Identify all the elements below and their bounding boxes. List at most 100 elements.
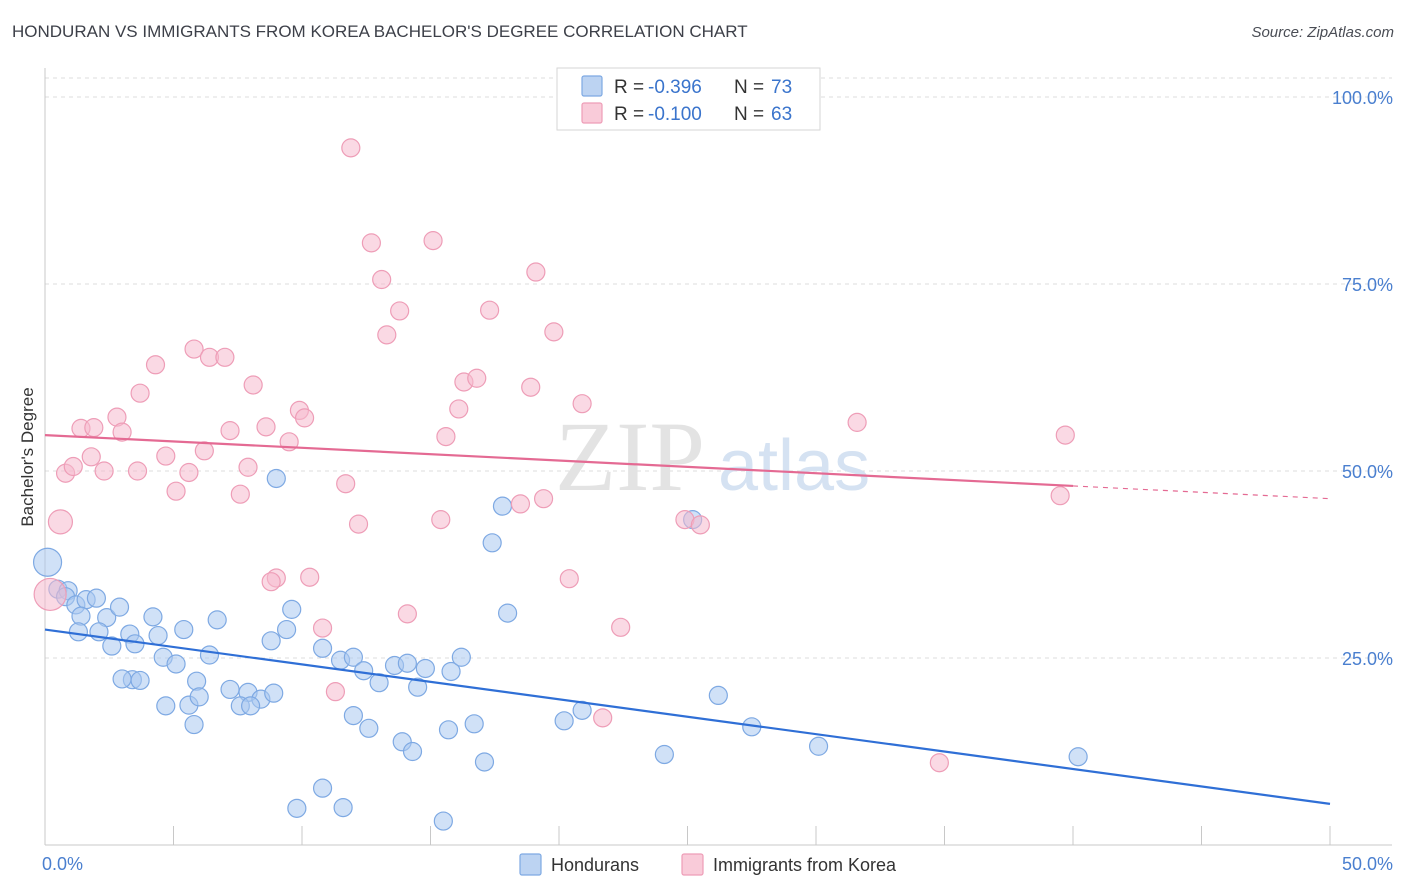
data-point bbox=[282, 599, 302, 619]
axes bbox=[44, 68, 1392, 846]
data-point bbox=[264, 683, 284, 703]
data-point bbox=[449, 399, 469, 419]
data-point bbox=[143, 607, 163, 627]
data-point bbox=[451, 647, 471, 667]
data-point bbox=[438, 720, 459, 740]
data-point bbox=[348, 514, 369, 534]
data-point bbox=[207, 610, 227, 630]
data-point bbox=[243, 375, 263, 395]
data-point bbox=[94, 461, 114, 481]
data-point bbox=[847, 412, 867, 432]
data-point bbox=[127, 461, 148, 481]
data-point bbox=[294, 408, 315, 428]
data-point bbox=[474, 752, 495, 772]
data-point bbox=[336, 474, 356, 494]
data-point bbox=[238, 457, 258, 477]
data-point bbox=[408, 677, 428, 697]
data-point bbox=[572, 394, 592, 414]
x-tick-label-min: 0.0% bbox=[42, 854, 83, 874]
data-point bbox=[156, 446, 176, 466]
legend-series: Hondurans Immigrants from Korea bbox=[519, 853, 897, 876]
trend-line-hondurans bbox=[44, 628, 1331, 805]
data-point bbox=[415, 658, 435, 679]
data-point bbox=[109, 597, 130, 617]
data-point bbox=[521, 377, 541, 397]
data-point bbox=[492, 496, 513, 516]
data-point bbox=[354, 661, 374, 681]
data-point bbox=[300, 567, 320, 587]
data-point bbox=[526, 262, 546, 282]
watermark: ZIP atlas bbox=[555, 401, 870, 512]
data-point bbox=[199, 645, 220, 665]
data-point bbox=[148, 625, 168, 646]
data-point bbox=[341, 138, 361, 158]
data-point bbox=[397, 604, 417, 624]
data-point bbox=[611, 617, 631, 637]
data-point bbox=[179, 462, 199, 483]
data-point bbox=[63, 456, 83, 477]
gridlines bbox=[45, 77, 1392, 659]
data-point bbox=[343, 647, 363, 667]
data-point bbox=[431, 510, 451, 530]
data-point bbox=[261, 631, 281, 651]
data-point bbox=[241, 696, 261, 716]
data-point bbox=[86, 588, 107, 608]
data-point bbox=[402, 741, 423, 762]
data-point bbox=[690, 515, 710, 535]
data-point bbox=[312, 778, 333, 798]
legend-r-value-2: -0.100 bbox=[648, 104, 702, 125]
data-point bbox=[68, 622, 89, 642]
legend-r-label-2: R = bbox=[614, 104, 644, 125]
data-point bbox=[112, 669, 132, 689]
data-point bbox=[112, 422, 132, 442]
data-point bbox=[369, 673, 389, 693]
legend-r-label-1: R = bbox=[614, 77, 644, 98]
y-axis-label: Bachelor's Degree bbox=[18, 387, 37, 526]
data-point bbox=[125, 634, 145, 654]
data-point bbox=[1050, 486, 1070, 506]
legend-n-label-2: N = bbox=[734, 104, 764, 125]
legend-bottom-swatch-korea bbox=[681, 853, 704, 876]
tick-labels: 25.0% 50.0% 75.0% 100.0% 0.0% 50.0% bbox=[42, 88, 1393, 874]
legend-n-value-2: 63 bbox=[771, 104, 792, 125]
legend-swatch-korea bbox=[581, 102, 603, 124]
data-point bbox=[808, 736, 829, 756]
data-point bbox=[166, 654, 186, 674]
data-point bbox=[33, 577, 67, 612]
data-point bbox=[145, 355, 166, 375]
data-point bbox=[397, 653, 417, 673]
data-point bbox=[377, 325, 397, 345]
data-point bbox=[1068, 747, 1088, 767]
data-point bbox=[312, 638, 333, 658]
data-point bbox=[510, 494, 531, 514]
data-point bbox=[130, 383, 150, 403]
watermark-atlas: atlas bbox=[718, 426, 870, 506]
data-point bbox=[261, 572, 281, 592]
data-point bbox=[436, 426, 456, 447]
data-point bbox=[654, 744, 674, 765]
data-point bbox=[482, 533, 502, 553]
y-tick-label: 100.0% bbox=[1332, 88, 1393, 108]
data-point bbox=[156, 696, 176, 716]
data-point bbox=[544, 322, 564, 342]
x-tick-label-max: 50.0% bbox=[1342, 854, 1393, 874]
trend-line-korea-extension bbox=[1072, 485, 1331, 500]
data-point bbox=[166, 481, 186, 501]
data-point bbox=[71, 606, 91, 626]
data-point bbox=[84, 418, 104, 438]
data-point bbox=[390, 301, 410, 321]
legend-swatch-hondurans bbox=[581, 75, 603, 97]
data-point bbox=[464, 714, 484, 734]
watermark-zip: ZIP bbox=[555, 401, 705, 512]
data-point bbox=[266, 468, 286, 489]
data-point bbox=[498, 603, 518, 623]
data-point bbox=[708, 685, 728, 706]
data-point bbox=[467, 368, 487, 388]
trend-line-korea bbox=[44, 433, 1074, 488]
data-point bbox=[230, 484, 250, 504]
data-point bbox=[215, 347, 235, 367]
data-point bbox=[276, 619, 297, 640]
data-point bbox=[102, 636, 122, 656]
series-hondurans bbox=[32, 468, 1088, 831]
